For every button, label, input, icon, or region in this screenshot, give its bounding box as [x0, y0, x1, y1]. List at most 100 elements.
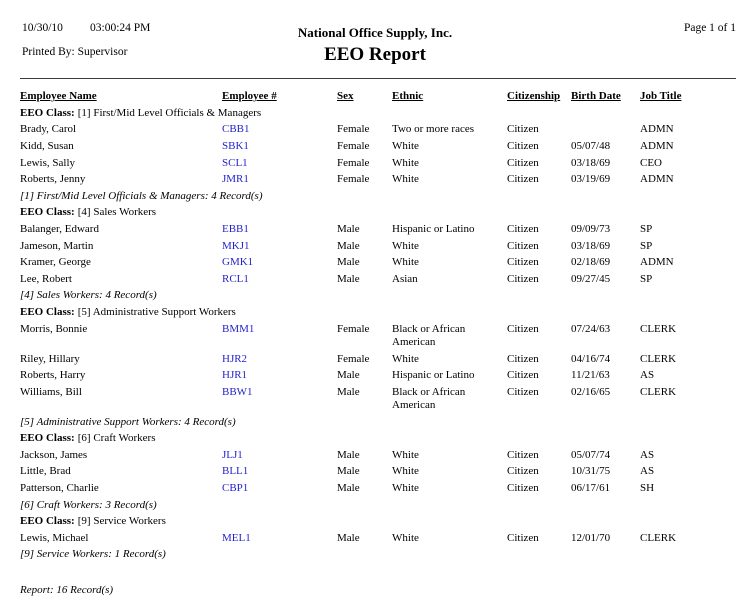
employee-sex: Male [337, 465, 360, 478]
eeo-group-5: EEO Class: [9] Service Workers Lewis, Mi… [20, 512, 740, 562]
eeo-class-name: [1] First/Mid Level Officials & Managers [77, 106, 262, 119]
employee-jobtitle: ADMN [640, 256, 674, 269]
employee-number-link[interactable]: CBP1 [222, 482, 249, 495]
employee-ethnic: White [392, 482, 419, 495]
employee-number-link[interactable]: EBB1 [222, 222, 249, 235]
group-summary: [9] Service Workers: 1 Record(s) [20, 548, 166, 561]
employee-citizenship: Citizen [507, 322, 539, 335]
employee-citizenship: Citizen [507, 531, 539, 544]
employee-birthdate: 07/24/63 [571, 322, 611, 335]
eeo-class-name: [9] Service Workers [77, 515, 166, 528]
employee-name: Roberts, Harry [20, 369, 86, 382]
group-summary: [6] Craft Workers: 3 Record(s) [20, 498, 157, 511]
employee-number-link[interactable]: SBK1 [222, 139, 249, 152]
employee-number-link[interactable]: RCL1 [222, 272, 249, 285]
printed-by: Printed By: Supervisor [22, 46, 128, 58]
employee-birthdate: 05/07/48 [571, 139, 611, 152]
employee-birthdate: 11/21/63 [571, 369, 610, 382]
company-name: National Office Supply, Inc. [297, 25, 453, 40]
eeo-class-label: EEO Class: [20, 106, 75, 119]
employee-ethnic: Hispanic or Latino [392, 369, 475, 382]
employee-jobtitle: ADMN [640, 173, 674, 186]
employee-number-link[interactable]: BMM1 [222, 322, 255, 335]
col-header-citizenship: Citizenship [507, 90, 561, 103]
table-row: Riley, Hillary HJR2 Female White Citizen… [20, 349, 740, 366]
employee-number-link[interactable]: MEL1 [222, 531, 251, 544]
employee-birthdate: 09/27/45 [571, 272, 611, 285]
group-summary: [4] Sales Workers: 4 Record(s) [20, 289, 157, 302]
employee-jobtitle: CLERK [640, 322, 677, 335]
page-indicator: Page 1 of 1 [683, 22, 736, 34]
employee-jobtitle: SP [640, 239, 653, 252]
employee-ethnic: White [392, 352, 419, 365]
report-title: EEO Report [324, 44, 426, 65]
employee-number-link[interactable]: HJR2 [222, 352, 248, 365]
employee-ethnic: Hispanic or Latino [392, 222, 475, 235]
employee-citizenship: Citizen [507, 448, 539, 461]
eeo-class-header: EEO Class: [1] First/Mid Level Officials… [20, 104, 740, 121]
employee-citizenship: Citizen [507, 482, 539, 495]
table-row: Lee, Robert RCL1 Male Asian Citizen 09/2… [20, 270, 740, 287]
employee-citizenship: Citizen [507, 239, 539, 252]
employee-name: Lee, Robert [20, 272, 72, 285]
table-row: Lewis, Michael MEL1 Male White Citizen 1… [20, 529, 740, 546]
employee-name: Brady, Carol [20, 123, 77, 136]
col-header-sex: Sex [337, 90, 354, 103]
employee-number-link[interactable]: GMK1 [222, 256, 254, 269]
employee-jobtitle: AS [640, 465, 655, 478]
employee-sex: Male [337, 531, 360, 544]
employee-number-link[interactable]: JMR1 [222, 173, 249, 186]
print-date: 10/30/10 [22, 22, 63, 34]
employee-birthdate: 03/18/69 [571, 239, 611, 252]
col-header-birthdate: Birth Date [571, 90, 621, 103]
employee-ethnic: White [392, 448, 419, 461]
eeo-table: Employee Name Employee # Sex Ethnic Citi… [20, 87, 740, 597]
eeo-class-header: EEO Class: [4] Sales Workers [20, 203, 740, 220]
employee-name: Jackson, James [20, 448, 88, 461]
table-row: Lewis, Sally SCL1 Female White Citizen 0… [20, 153, 740, 170]
employee-sex: Male [337, 272, 360, 285]
employee-birthdate: 02/16/65 [571, 385, 611, 398]
employee-name: Jameson, Martin [20, 239, 94, 252]
employee-number-link[interactable]: MKJ1 [222, 239, 250, 252]
employee-name: Roberts, Jenny [20, 173, 86, 186]
employee-number-link[interactable]: CBB1 [222, 123, 250, 136]
eeo-class-header: EEO Class: [6] Craft Workers [20, 429, 740, 446]
employee-ethnic: Asian [392, 272, 418, 285]
employee-number-link[interactable]: HJR1 [222, 369, 248, 382]
table-row: Kidd, Susan SBK1 Female White Citizen 05… [20, 137, 740, 154]
employee-ethnic: White [392, 139, 419, 152]
table-row: Roberts, Harry HJR1 Male Hispanic or Lat… [20, 366, 740, 383]
employee-citizenship: Citizen [507, 222, 539, 235]
employee-name: Williams, Bill [20, 385, 82, 398]
employee-citizenship: Citizen [507, 256, 539, 269]
employee-sex: Male [337, 448, 360, 461]
employee-jobtitle: ADMN [640, 123, 674, 136]
eeo-class-name: [4] Sales Workers [77, 206, 157, 219]
employee-ethnic: Black or African American [392, 385, 466, 412]
employee-citizenship: Citizen [507, 123, 539, 136]
employee-citizenship: Citizen [507, 272, 539, 285]
employee-name: Kidd, Susan [20, 139, 74, 152]
group-summary: [1] First/Mid Level Officials & Managers… [20, 189, 263, 202]
employee-number-link[interactable]: BLL1 [222, 465, 249, 478]
employee-birthdate: 02/18/69 [571, 256, 611, 269]
employee-sex: Female [337, 173, 370, 186]
col-header-ethnic: Ethnic [392, 90, 424, 103]
employee-citizenship: Citizen [507, 156, 539, 169]
employee-name: Lewis, Sally [20, 156, 75, 169]
employee-name: Balanger, Edward [20, 222, 99, 235]
employee-ethnic: White [392, 173, 419, 186]
table-row: Little, Brad BLL1 Male White Citizen 10/… [20, 462, 740, 479]
employee-name: Patterson, Charlie [20, 482, 99, 495]
eeo-class-label: EEO Class: [20, 305, 75, 318]
employee-number-link[interactable]: SCL1 [222, 156, 248, 169]
employee-number-link[interactable]: BBW1 [222, 385, 253, 398]
employee-ethnic: White [392, 239, 419, 252]
eeo-group-3: EEO Class: [5] Administrative Support Wo… [20, 303, 740, 429]
table-row: Roberts, Jenny JMR1 Female White Citizen… [20, 170, 740, 187]
employee-number-link[interactable]: JLJ1 [222, 448, 243, 461]
employee-jobtitle: SP [640, 272, 653, 285]
employee-birthdate: 10/31/75 [571, 465, 611, 478]
